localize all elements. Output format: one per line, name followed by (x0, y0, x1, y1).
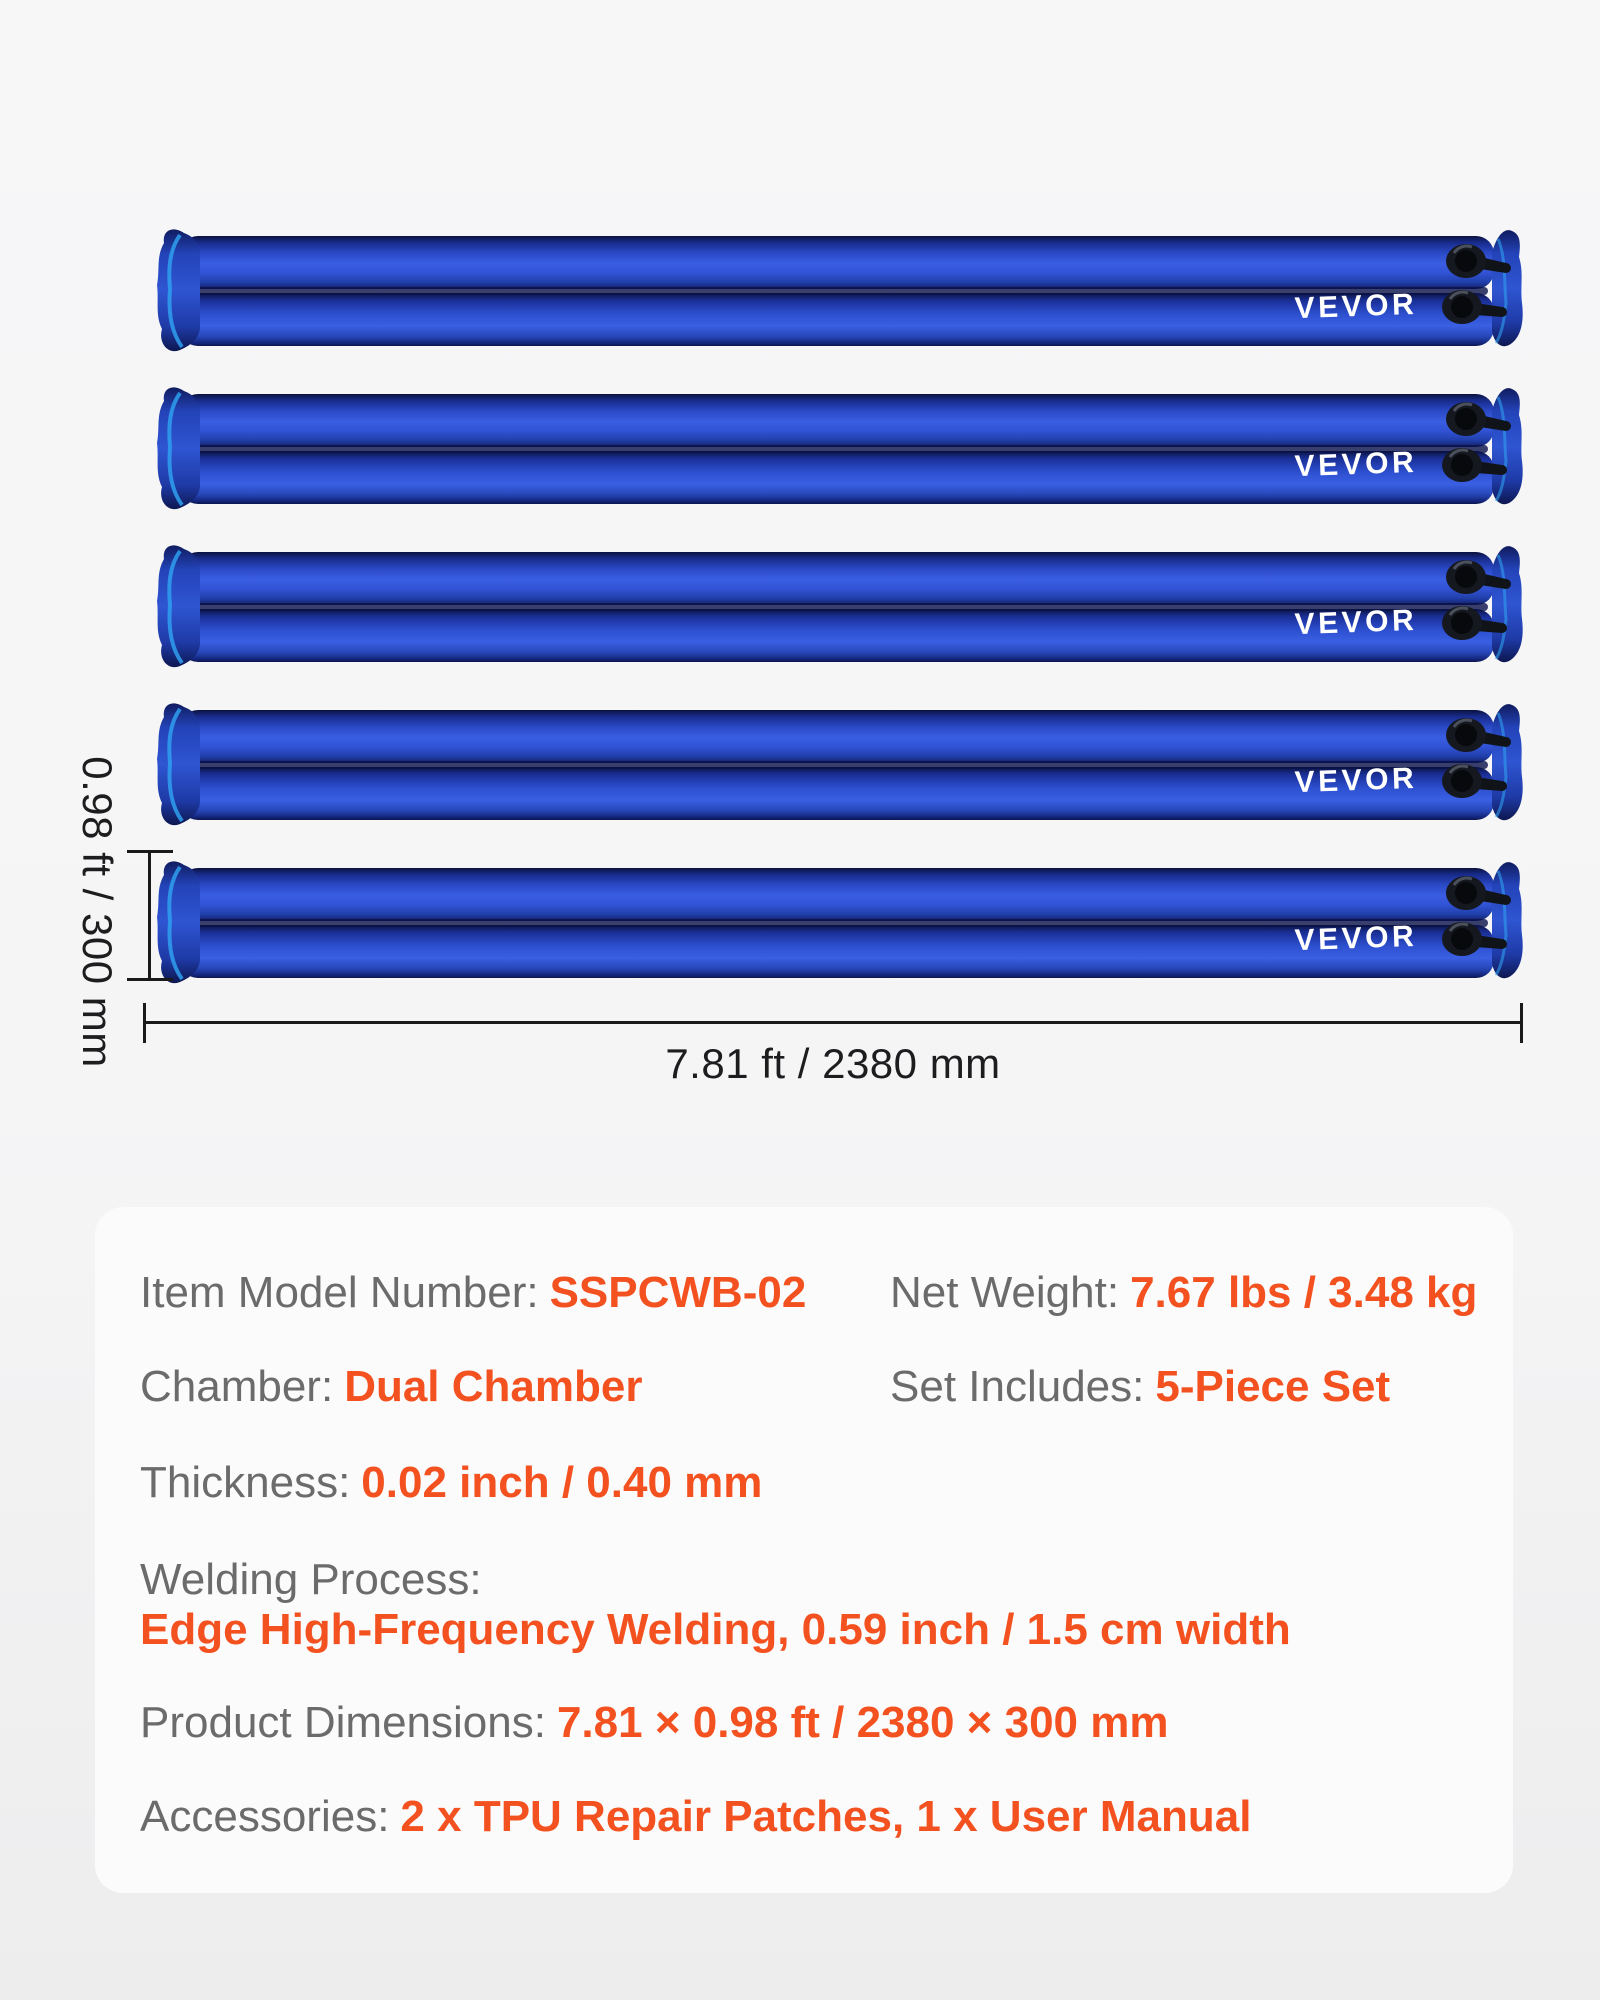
spec-value: Edge High-Frequency Welding, 0.59 inch /… (140, 1605, 1291, 1654)
spec-product-dimensions: Product Dimensions: 7.81 × 0.98 ft / 2380… (140, 1698, 1168, 1748)
dimension-line (143, 1021, 1523, 1024)
spec-label: Chamber: (140, 1362, 334, 1411)
spec-value: 2 x TPU Repair Patches, 1 x User Manual (400, 1792, 1252, 1841)
product-tube-image (155, 227, 1525, 354)
spec-net-weight: Net Weight: 7.67 lbs / 3.48 kg (890, 1268, 1477, 1318)
spec-label: Product Dimensions: (140, 1698, 546, 1747)
spec-value: 7.67 lbs / 3.48 kg (1130, 1268, 1478, 1317)
spec-value: SSPCWB-02 (549, 1268, 807, 1317)
dimension-cap (127, 978, 173, 981)
spec-value: Dual Chamber (344, 1362, 643, 1411)
spec-accessories: Accessories: 2 x TPU Repair Patches, 1 x … (140, 1792, 1251, 1842)
height-dimension-label: 0.98 ft / 300 mm (74, 756, 121, 1068)
spec-card: Item Model Number: SSPCWB-02 Net Weight: 7… (95, 1207, 1513, 1893)
product-tube-image (155, 859, 1525, 986)
spec-thickness: Thickness: 0.02 inch / 0.40 mm (140, 1458, 762, 1508)
spec-chamber: Chamber: Dual Chamber (140, 1362, 642, 1412)
spec-item-model-number: Item Model Number: SSPCWB-02 (140, 1268, 806, 1318)
spec-welding-process-label: Welding Process: (140, 1555, 493, 1605)
spec-label: Accessories: (140, 1792, 390, 1841)
product-tube-image (155, 543, 1525, 670)
spec-value: 5-Piece Set (1155, 1362, 1391, 1411)
spec-value: 0.02 inch / 0.40 mm (361, 1458, 763, 1507)
length-dimension-label: 7.81 ft / 2380 mm (665, 1040, 1001, 1087)
product-tube-image (155, 385, 1525, 512)
dimension-line (148, 850, 151, 981)
spec-label: Item Model Number: (140, 1268, 539, 1317)
spec-welding-process-value: Edge High-Frequency Welding, 0.59 inch /… (140, 1605, 1291, 1655)
spec-label: Set Includes: (890, 1362, 1145, 1411)
height-dimension-line (127, 850, 173, 981)
product-tube-image (155, 701, 1525, 828)
spec-value: 7.81 × 0.98 ft / 2380 × 300 mm (556, 1698, 1169, 1747)
spec-set-includes: Set Includes: 5-Piece Set (890, 1362, 1390, 1412)
dimension-cap (1520, 1003, 1523, 1043)
length-dimension-line (143, 1003, 1523, 1043)
spec-label: Welding Process: (140, 1555, 482, 1604)
spec-label: Thickness: (140, 1458, 351, 1507)
spec-label: Net Weight: (890, 1268, 1120, 1317)
